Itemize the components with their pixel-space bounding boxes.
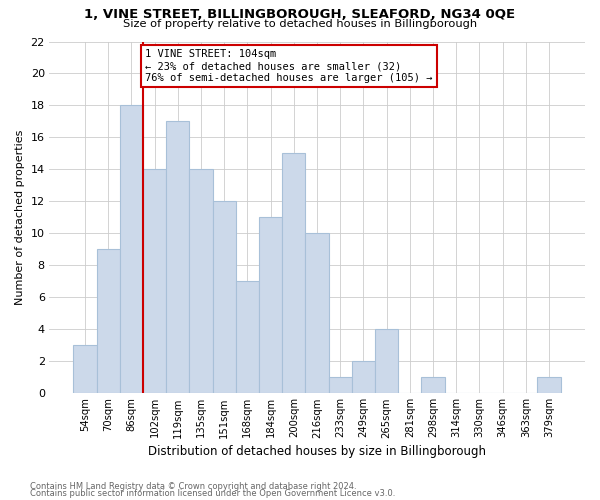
Text: 1 VINE STREET: 104sqm
← 23% of detached houses are smaller (32)
76% of semi-deta: 1 VINE STREET: 104sqm ← 23% of detached … bbox=[145, 50, 433, 82]
Bar bbox=[375, 329, 398, 393]
Bar bbox=[97, 249, 120, 393]
Text: Size of property relative to detached houses in Billingborough: Size of property relative to detached ho… bbox=[123, 19, 477, 29]
Bar bbox=[73, 345, 97, 393]
Text: Contains public sector information licensed under the Open Government Licence v3: Contains public sector information licen… bbox=[30, 489, 395, 498]
Text: 1, VINE STREET, BILLINGBOROUGH, SLEAFORD, NG34 0QE: 1, VINE STREET, BILLINGBOROUGH, SLEAFORD… bbox=[85, 8, 515, 20]
Bar bbox=[166, 122, 190, 393]
Bar bbox=[329, 377, 352, 393]
Text: Contains HM Land Registry data © Crown copyright and database right 2024.: Contains HM Land Registry data © Crown c… bbox=[30, 482, 356, 491]
Bar bbox=[305, 233, 329, 393]
Y-axis label: Number of detached properties: Number of detached properties bbox=[15, 130, 25, 305]
Bar bbox=[120, 106, 143, 393]
Bar bbox=[421, 377, 445, 393]
Bar bbox=[352, 361, 375, 393]
X-axis label: Distribution of detached houses by size in Billingborough: Distribution of detached houses by size … bbox=[148, 444, 486, 458]
Bar bbox=[259, 218, 282, 393]
Bar bbox=[282, 154, 305, 393]
Bar bbox=[143, 170, 166, 393]
Bar bbox=[538, 377, 560, 393]
Bar bbox=[212, 202, 236, 393]
Bar bbox=[190, 170, 212, 393]
Bar bbox=[236, 281, 259, 393]
